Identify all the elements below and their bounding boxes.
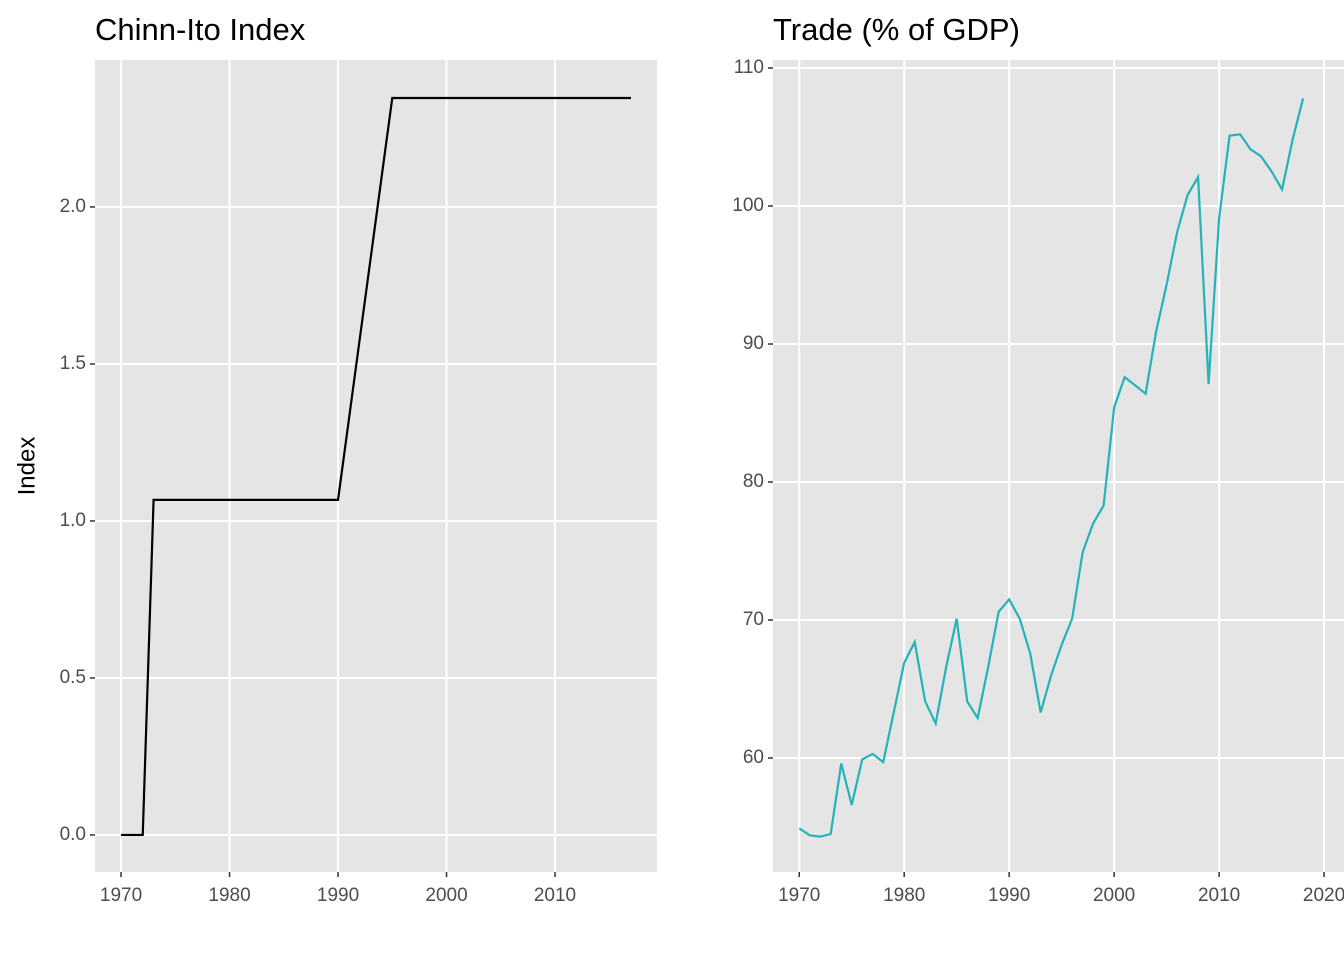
y-tick-label: 80 bbox=[743, 471, 764, 492]
y-tick-label: 1.5 bbox=[60, 353, 86, 374]
y-tick-label: 0.0 bbox=[60, 824, 86, 845]
panel-group: 60 70 80 90 100 110 1970 1980 1990 2000 2010 2020 Tr… bbox=[732, 12, 1344, 906]
y-tick-label: 110 bbox=[734, 57, 764, 78]
x-tick-label: 2020 bbox=[1303, 885, 1344, 906]
x-tick-label: 2010 bbox=[534, 885, 576, 906]
y-tick-label: 100 bbox=[732, 195, 764, 216]
x-tick-label: 1990 bbox=[317, 885, 359, 906]
x-tick-label: 1980 bbox=[883, 885, 925, 906]
y-tick-label: 60 bbox=[743, 747, 764, 768]
x-tick-label: 2010 bbox=[1198, 885, 1240, 906]
x-tick-label: 1970 bbox=[100, 885, 142, 906]
y-tick-label: 90 bbox=[743, 333, 764, 354]
x-tick-label: 2000 bbox=[1093, 885, 1135, 906]
panel-group: 0.0 0.5 1.0 1.5 2.0 1970 1980 1990 2000 2010 Chinn… bbox=[13, 12, 657, 906]
chart-title: Chinn-Ito Index bbox=[95, 12, 306, 47]
y-tick-label: 70 bbox=[743, 609, 764, 630]
x-tick-label: 1980 bbox=[208, 885, 250, 906]
data-line bbox=[798, 98, 1305, 838]
y-tick-label: 2.0 bbox=[60, 196, 86, 217]
panel-background bbox=[773, 60, 1344, 872]
chart-title: Trade (% of GDP) bbox=[773, 12, 1020, 47]
x-tick-label: 1990 bbox=[988, 885, 1030, 906]
y-axis-label: Index bbox=[13, 437, 40, 496]
data-line bbox=[121, 96, 631, 837]
panel-background bbox=[95, 60, 657, 872]
y-tick-label: 1.0 bbox=[60, 510, 86, 531]
x-tick-label: 1970 bbox=[778, 885, 820, 906]
y-tick-label: 0.5 bbox=[60, 667, 86, 688]
x-tick-label: 2000 bbox=[425, 885, 467, 906]
